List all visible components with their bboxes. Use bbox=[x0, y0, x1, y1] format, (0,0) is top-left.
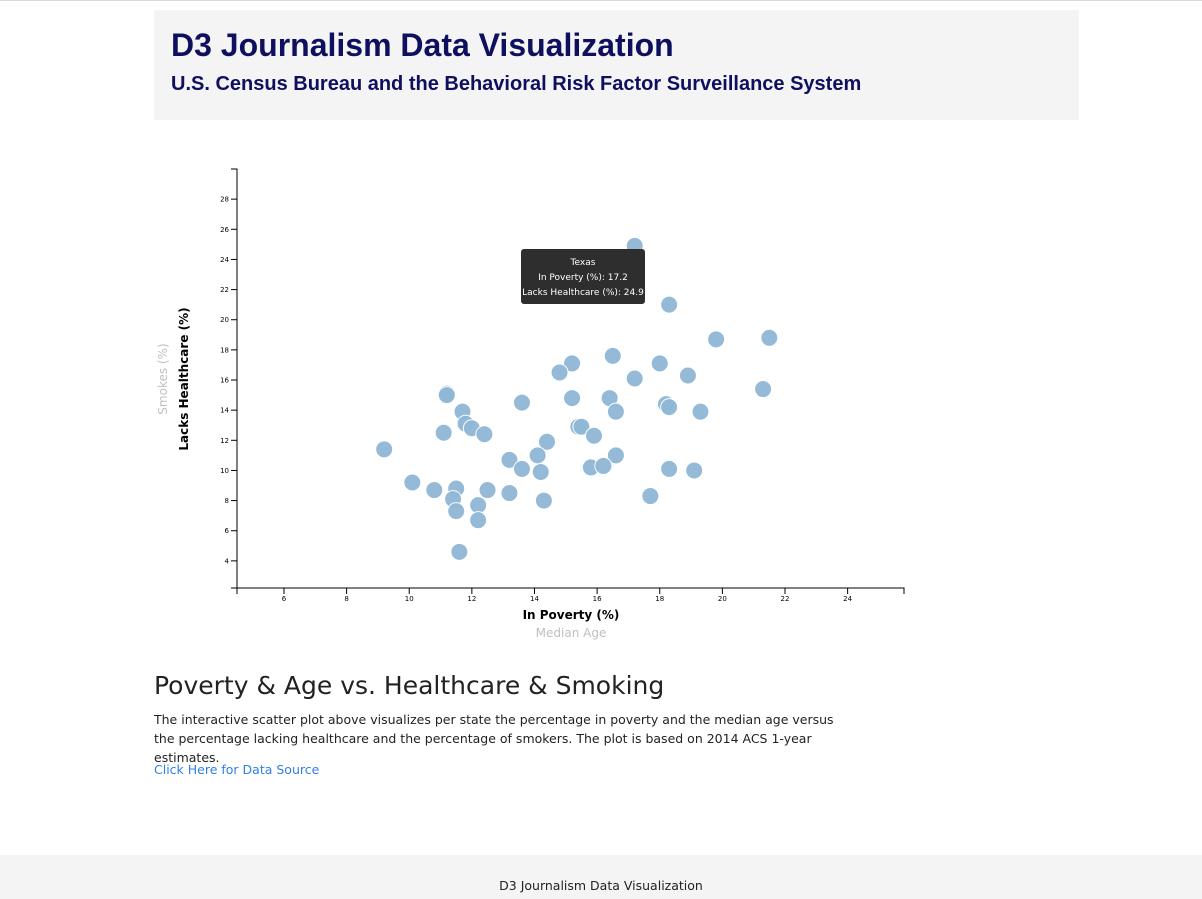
footer-text: D3 Journalism Data Visualization bbox=[499, 878, 703, 893]
data-source-link[interactable]: Click Here for Data Source bbox=[154, 762, 320, 777]
page-footer: D3 Journalism Data Visualization bbox=[0, 855, 1202, 899]
x-axis-alt-label[interactable]: Median Age bbox=[536, 626, 607, 640]
data-point[interactable] bbox=[450, 542, 469, 561]
tooltip-healthcare: Lacks Healthcare (%): 24.9 bbox=[522, 288, 644, 298]
x-tick-label: 24 bbox=[843, 595, 852, 603]
x-axis-line bbox=[236, 587, 905, 594]
y-axis-alt-label[interactable]: Smokes (%) bbox=[156, 343, 170, 414]
data-point[interactable] bbox=[469, 496, 488, 515]
data-point[interactable] bbox=[512, 459, 531, 478]
data-point[interactable] bbox=[691, 402, 710, 421]
data-point[interactable] bbox=[375, 440, 394, 459]
data-point[interactable] bbox=[641, 487, 660, 506]
y-axis-line bbox=[231, 168, 238, 589]
y-tick-label: 12 bbox=[220, 437, 229, 445]
page-header: D3 Journalism Data Visualization U.S. Ce… bbox=[154, 10, 1079, 120]
data-point[interactable] bbox=[475, 425, 494, 444]
tooltip-state: Texas bbox=[570, 258, 596, 268]
data-point[interactable] bbox=[606, 446, 625, 465]
page-subtitle: U.S. Census Bureau and the Behavioral Ri… bbox=[171, 73, 862, 95]
y-tick-label: 16 bbox=[220, 377, 229, 385]
x-tick-label: 16 bbox=[593, 595, 602, 603]
data-point[interactable] bbox=[403, 473, 422, 492]
x-tick-label: 20 bbox=[718, 595, 727, 603]
data-point[interactable] bbox=[625, 369, 644, 388]
data-point[interactable] bbox=[425, 481, 444, 500]
y-tick-label: 6 bbox=[225, 527, 230, 535]
data-point[interactable] bbox=[606, 402, 625, 421]
data-points bbox=[375, 236, 779, 561]
data-point[interactable] bbox=[660, 459, 679, 478]
data-point[interactable] bbox=[563, 389, 582, 408]
y-tick-label: 24 bbox=[220, 256, 229, 264]
y-tick-label: 8 bbox=[225, 497, 229, 505]
x-tick-label: 8 bbox=[344, 595, 348, 603]
y-tick-label: 14 bbox=[220, 407, 229, 415]
data-point[interactable] bbox=[584, 426, 603, 445]
x-tick-label: 22 bbox=[781, 595, 790, 603]
data-point[interactable] bbox=[434, 423, 453, 442]
tooltip-poverty: In Poverty (%): 17.2 bbox=[538, 273, 628, 283]
data-point[interactable] bbox=[594, 456, 613, 475]
data-point[interactable] bbox=[528, 446, 547, 465]
data-point[interactable] bbox=[572, 417, 591, 436]
data-point[interactable] bbox=[538, 432, 557, 451]
y-tick-label: 4 bbox=[225, 557, 230, 565]
y-tick-label: 20 bbox=[220, 316, 229, 324]
data-point[interactable] bbox=[437, 386, 456, 405]
data-point[interactable] bbox=[678, 366, 697, 385]
data-point[interactable] bbox=[660, 295, 679, 314]
x-tick-label: 14 bbox=[530, 595, 539, 603]
scatter-chart: 6 8 10 12 14 16 18 20 22 24 4 6 8 10 12 14 16 18 20 22 24 26… bbox=[156, 168, 905, 640]
x-tick-label: 10 bbox=[405, 595, 414, 603]
data-point[interactable] bbox=[500, 450, 519, 469]
y-tick-label: 10 bbox=[220, 467, 229, 475]
article-body: The interactive scatter plot above visua… bbox=[154, 712, 834, 765]
x-tick-label: 6 bbox=[282, 595, 287, 603]
y-tick-label: 18 bbox=[220, 346, 229, 354]
data-point[interactable] bbox=[563, 354, 582, 373]
data-point[interactable] bbox=[447, 502, 466, 521]
data-point[interactable] bbox=[534, 491, 553, 510]
y-axis: 4 6 8 10 12 14 16 18 20 22 24 26 28 bbox=[220, 168, 238, 589]
data-point[interactable] bbox=[469, 511, 488, 530]
data-point[interactable] bbox=[650, 354, 669, 373]
x-tick-label: 18 bbox=[655, 595, 664, 603]
data-point[interactable] bbox=[550, 363, 569, 382]
x-axis: 6 8 10 12 14 16 18 20 22 24 bbox=[236, 587, 905, 603]
data-point[interactable] bbox=[512, 393, 531, 412]
data-point[interactable] bbox=[531, 462, 550, 481]
x-axis-label[interactable]: In Poverty (%) bbox=[523, 608, 620, 622]
article-title: Poverty & Age vs. Healthcare & Smoking bbox=[154, 671, 665, 700]
point-tooltip: Texas In Poverty (%): 17.2 Lacks Healthc… bbox=[521, 249, 645, 304]
data-point[interactable] bbox=[660, 398, 679, 417]
data-point[interactable] bbox=[754, 380, 773, 399]
data-point[interactable] bbox=[760, 328, 779, 347]
data-point[interactable] bbox=[707, 330, 726, 349]
data-point[interactable] bbox=[603, 346, 622, 365]
page-title: D3 Journalism Data Visualization bbox=[171, 27, 674, 63]
y-axis-label[interactable]: Lacks Healthcare (%) bbox=[177, 307, 191, 450]
y-tick-label: 28 bbox=[220, 196, 229, 204]
y-tick-label: 26 bbox=[220, 226, 229, 234]
x-tick-label: 12 bbox=[467, 595, 476, 603]
data-point[interactable] bbox=[478, 481, 497, 500]
data-point[interactable] bbox=[500, 484, 519, 503]
y-tick-label: 22 bbox=[220, 286, 229, 294]
data-point[interactable] bbox=[685, 461, 704, 480]
